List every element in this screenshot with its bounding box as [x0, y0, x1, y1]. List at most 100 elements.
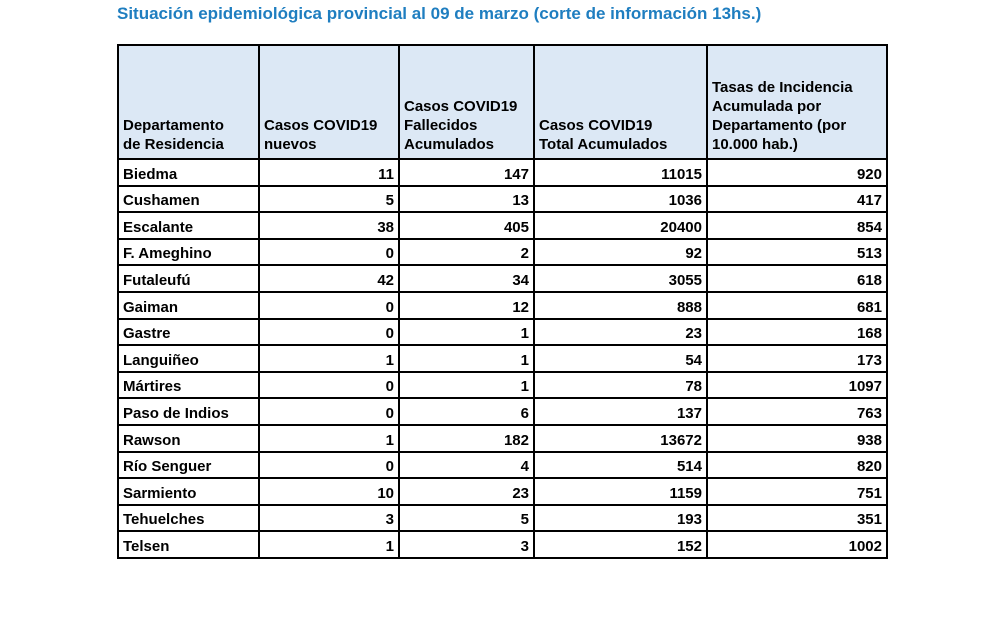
value-cell-total: 20400: [533, 211, 708, 240]
value-cell-fallecidos: 182: [398, 423, 535, 453]
department-cell: Río Senguer: [117, 450, 260, 480]
department-cell: Rawson: [117, 423, 260, 453]
value-cell-fallecidos: 405: [398, 211, 535, 240]
value-cell-nuevos: 42: [258, 264, 400, 293]
value-cell-tasa: 920: [706, 158, 888, 187]
value-cell-total: 1159: [533, 477, 708, 506]
value-cell-fallecidos: 3: [398, 530, 535, 559]
department-cell: F. Ameghino: [117, 237, 260, 267]
value-cell-fallecidos: 5: [398, 503, 535, 533]
header-row: Departamento de Residencia Casos COVID19 …: [117, 44, 888, 160]
department-cell: Futaleufú: [117, 264, 260, 293]
column-header-departamento: Departamento de Residencia: [117, 44, 260, 160]
table-row: Languiñeo 1 1 54 173: [117, 344, 888, 373]
value-cell-tasa: 351: [706, 503, 888, 533]
table-row: Mártires 0 1 78 1097: [117, 370, 888, 400]
value-cell-fallecidos: 6: [398, 397, 535, 426]
column-header-fallecidos: Casos COVID19 Fallecidos Acumulados: [398, 44, 535, 160]
value-cell-total: 3055: [533, 264, 708, 293]
value-cell-nuevos: 10: [258, 477, 400, 506]
table-row: Gaiman 0 12 888 681: [117, 290, 888, 320]
value-cell-fallecidos: 34: [398, 264, 535, 293]
value-cell-total: 78: [533, 370, 708, 400]
table-body: Biedma 11 147 11015 920 Cushamen 5 13 1036 417 Esc…: [117, 158, 888, 559]
table-row: Rawson 1 182 13672 938: [117, 423, 888, 453]
value-cell-fallecidos: 23: [398, 477, 535, 506]
table-row: Tehuelches 3 5 193 351: [117, 503, 888, 533]
value-cell-tasa: 168: [706, 317, 888, 347]
value-cell-total: 92: [533, 237, 708, 267]
value-cell-fallecidos: 12: [398, 290, 535, 320]
value-cell-tasa: 1097: [706, 370, 888, 400]
page-title: Situación epidemiológica provincial al 0…: [117, 4, 762, 23]
department-cell: Sarmiento: [117, 477, 260, 506]
value-cell-nuevos: 0: [258, 397, 400, 426]
department-cell: Languiñeo: [117, 344, 260, 373]
value-cell-tasa: 417: [706, 184, 888, 214]
department-cell: Tehuelches: [117, 503, 260, 533]
value-cell-fallecidos: 13: [398, 184, 535, 214]
department-cell: Mártires: [117, 370, 260, 400]
value-cell-tasa: 854: [706, 211, 888, 240]
value-cell-nuevos: 5: [258, 184, 400, 214]
value-cell-tasa: 938: [706, 423, 888, 453]
table-row: Biedma 11 147 11015 920: [117, 158, 888, 187]
table-header: Departamento de Residencia Casos COVID19 …: [117, 44, 888, 160]
department-cell: Escalante: [117, 211, 260, 240]
value-cell-tasa: 763: [706, 397, 888, 426]
value-cell-nuevos: 38: [258, 211, 400, 240]
value-cell-tasa: 681: [706, 290, 888, 320]
value-cell-total: 23: [533, 317, 708, 347]
value-cell-nuevos: 11: [258, 158, 400, 187]
value-cell-total: 514: [533, 450, 708, 480]
table-row: F. Ameghino 0 2 92 513: [117, 237, 888, 267]
table-row: Escalante 38 405 20400 854: [117, 211, 888, 240]
value-cell-tasa: 173: [706, 344, 888, 373]
value-cell-fallecidos: 1: [398, 370, 535, 400]
table-row: Cushamen 5 13 1036 417: [117, 184, 888, 214]
table-row: Telsen 1 3 152 1002: [117, 530, 888, 559]
table-row: Río Senguer 0 4 514 820: [117, 450, 888, 480]
value-cell-nuevos: 0: [258, 237, 400, 267]
table-row: Sarmiento 10 23 1159 751: [117, 477, 888, 506]
department-cell: Gaiman: [117, 290, 260, 320]
value-cell-nuevos: 0: [258, 370, 400, 400]
value-cell-total: 11015: [533, 158, 708, 187]
table-row: Paso de Indios 0 6 137 763: [117, 397, 888, 426]
value-cell-total: 13672: [533, 423, 708, 453]
value-cell-fallecidos: 4: [398, 450, 535, 480]
column-header-tasa: Tasas de Incidencia Acumulada por Depart…: [706, 44, 888, 160]
table-row: Gastre 0 1 23 168: [117, 317, 888, 347]
value-cell-nuevos: 3: [258, 503, 400, 533]
column-header-nuevos: Casos COVID19 nuevos: [258, 44, 400, 160]
value-cell-nuevos: 0: [258, 290, 400, 320]
department-cell: Paso de Indios: [117, 397, 260, 426]
value-cell-tasa: 751: [706, 477, 888, 506]
value-cell-tasa: 1002: [706, 530, 888, 559]
department-cell: Cushamen: [117, 184, 260, 214]
covid-departments-table: Departamento de Residencia Casos COVID19 …: [117, 44, 888, 559]
value-cell-nuevos: 1: [258, 423, 400, 453]
column-header-total: Casos COVID19 Total Acumulados: [533, 44, 708, 160]
value-cell-nuevos: 1: [258, 530, 400, 559]
value-cell-nuevos: 0: [258, 317, 400, 347]
department-cell: Gastre: [117, 317, 260, 347]
value-cell-total: 888: [533, 290, 708, 320]
value-cell-fallecidos: 2: [398, 237, 535, 267]
value-cell-nuevos: 0: [258, 450, 400, 480]
department-cell: Biedma: [117, 158, 260, 187]
value-cell-nuevos: 1: [258, 344, 400, 373]
value-cell-total: 152: [533, 530, 708, 559]
value-cell-total: 54: [533, 344, 708, 373]
value-cell-fallecidos: 1: [398, 317, 535, 347]
value-cell-total: 193: [533, 503, 708, 533]
value-cell-tasa: 513: [706, 237, 888, 267]
value-cell-total: 137: [533, 397, 708, 426]
value-cell-total: 1036: [533, 184, 708, 214]
table-row: Futaleufú 42 34 3055 618: [117, 264, 888, 293]
department-cell: Telsen: [117, 530, 260, 559]
value-cell-tasa: 618: [706, 264, 888, 293]
value-cell-fallecidos: 1: [398, 344, 535, 373]
value-cell-tasa: 820: [706, 450, 888, 480]
